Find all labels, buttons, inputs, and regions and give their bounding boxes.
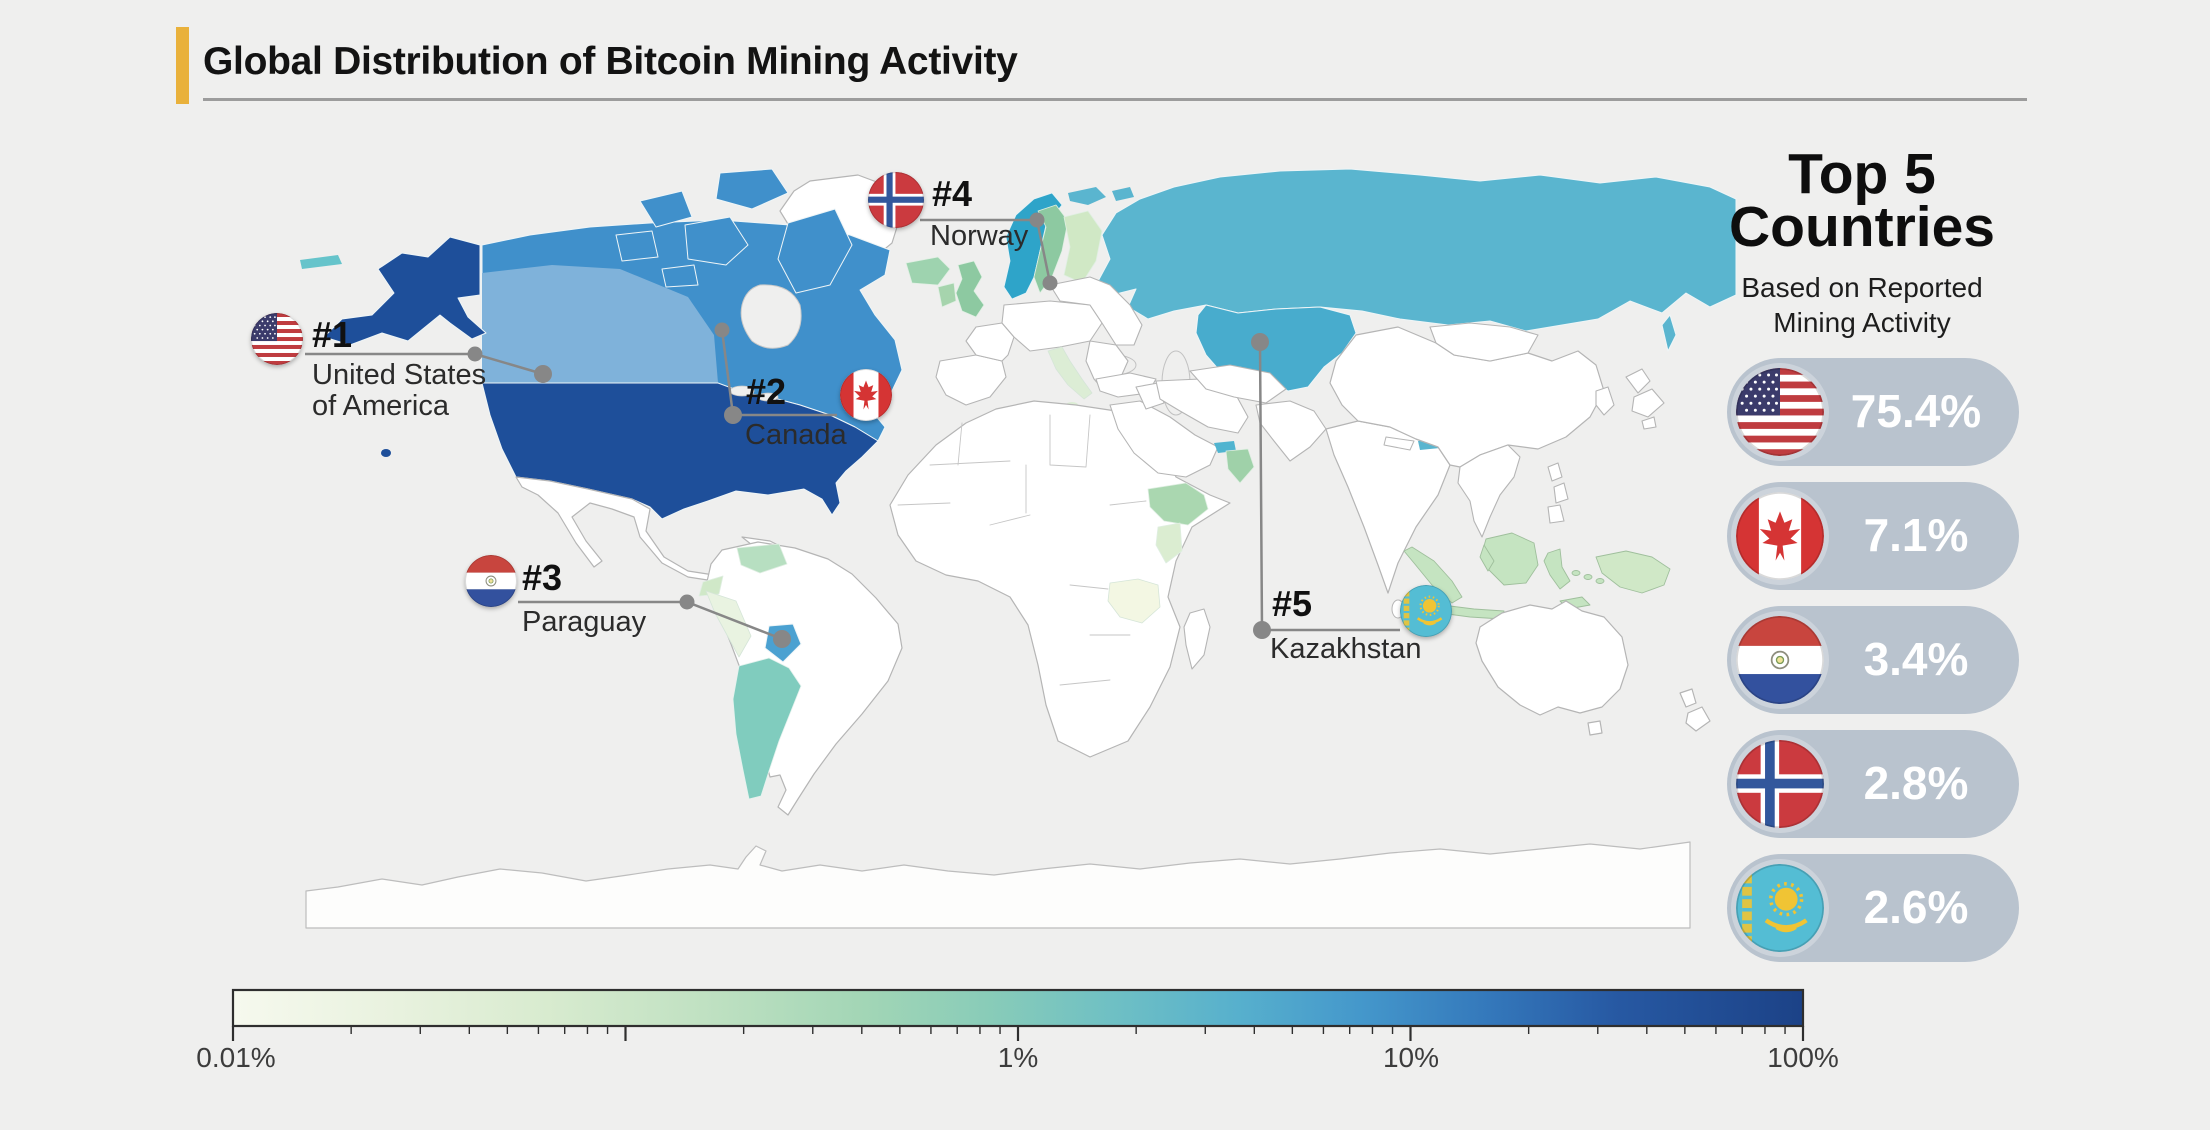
us-flag-icon	[1736, 368, 1824, 456]
callout-rank-norway: #4	[932, 173, 973, 214]
rank-pill-kazakhstan: 2.6%	[1727, 854, 2019, 962]
region-italy	[1047, 346, 1093, 400]
region-europe-mainland	[935, 276, 1157, 406]
region-finland	[1063, 210, 1103, 284]
legend-colorbar	[231, 988, 1805, 1041]
callout-name-kazakhstan: Kazakhstan	[1270, 633, 1422, 665]
region-oman	[1225, 448, 1255, 484]
share-value: 2.8%	[1863, 757, 1969, 809]
region-mongolia	[1429, 322, 1539, 362]
region-madagascar	[1183, 608, 1211, 670]
region-korea-japan	[1595, 368, 1665, 430]
title-accent-bar	[176, 27, 189, 104]
share-value: 2.6%	[1863, 881, 1969, 933]
legend-tick-10pct: 10%	[1382, 1042, 1440, 1073]
rank-pill-paraguay: 3.4%	[1727, 606, 2019, 714]
rank-pill-norway: 2.8%	[1727, 730, 2019, 838]
region-aleutians	[300, 255, 342, 269]
callout-rank-paraguay: #3	[522, 557, 563, 598]
callout-rank-usa: #1	[312, 314, 353, 355]
us-flag-icon	[251, 313, 303, 365]
callout-name-norway: Norway	[930, 220, 1029, 252]
region-indonesia	[1403, 532, 1605, 620]
share-value: 7.1%	[1863, 509, 1969, 561]
callout-rank-kazakhstan: #5	[1272, 583, 1313, 624]
title-divider	[203, 98, 2027, 101]
region-russia	[1095, 168, 1737, 332]
rank-pill-usa: 75.4%	[1727, 358, 2019, 466]
callout-name-canada: Canada	[745, 419, 847, 451]
region-uk	[955, 260, 985, 318]
hudson-bay	[740, 284, 802, 349]
region-venezuela	[736, 543, 788, 574]
region-new-guinea	[1595, 550, 1671, 594]
region-uae	[1214, 441, 1236, 453]
region-ecuador	[698, 575, 724, 597]
region-kenya	[1155, 522, 1183, 564]
panel-subtitle: Based on Reported Mining Activity	[1741, 272, 1983, 338]
region-antarctica	[305, 841, 1691, 929]
region-sakhalin	[1661, 314, 1677, 352]
kazakhstan-flag-icon	[1400, 585, 1452, 637]
paraguay-flag-icon	[465, 555, 517, 607]
share-value: 3.4%	[1863, 633, 1969, 685]
page-title: Global Distribution of Bitcoin Mining Ac…	[203, 40, 1018, 83]
norway-flag-icon	[868, 172, 924, 228]
legend-tick-max: 100%	[1767, 1042, 1839, 1073]
region-zambia	[1107, 578, 1161, 624]
paraguay-flag-icon	[1736, 616, 1824, 704]
region-alaska	[323, 236, 487, 346]
legend-tick-1pct: 1%	[997, 1042, 1039, 1073]
share-value: 75.4%	[1850, 385, 1982, 437]
region-ethiopia	[1147, 482, 1209, 526]
norway-flag-icon	[1736, 740, 1824, 828]
kazakhstan-flag-icon	[1736, 864, 1824, 952]
region-canada-arctic-islands	[615, 168, 853, 294]
callout-name-usa: United States of America	[312, 359, 487, 422]
region-ireland	[937, 282, 957, 308]
region-iceland	[905, 256, 951, 286]
callout-name-paraguay: Paraguay	[522, 606, 647, 638]
canada-flag-icon	[1736, 492, 1824, 580]
africa-internal-borders	[897, 414, 1147, 686]
region-hawaii	[381, 449, 391, 457]
region-south-america	[705, 541, 903, 816]
canada-flag-icon	[840, 369, 892, 421]
region-argentina	[732, 657, 802, 800]
rank-pill-canada: 7.1%	[1727, 482, 2019, 590]
region-svalbard	[1068, 187, 1134, 205]
callout-rank-canada: #2	[746, 371, 787, 412]
world-choropleth-map	[300, 168, 1737, 929]
panel-title: Top 5 Countries	[1728, 142, 1996, 259]
legend-tick-min: 0.01%	[196, 1042, 276, 1073]
region-indochina-philippines	[1457, 444, 1569, 538]
region-australia-nz	[1475, 600, 1711, 736]
